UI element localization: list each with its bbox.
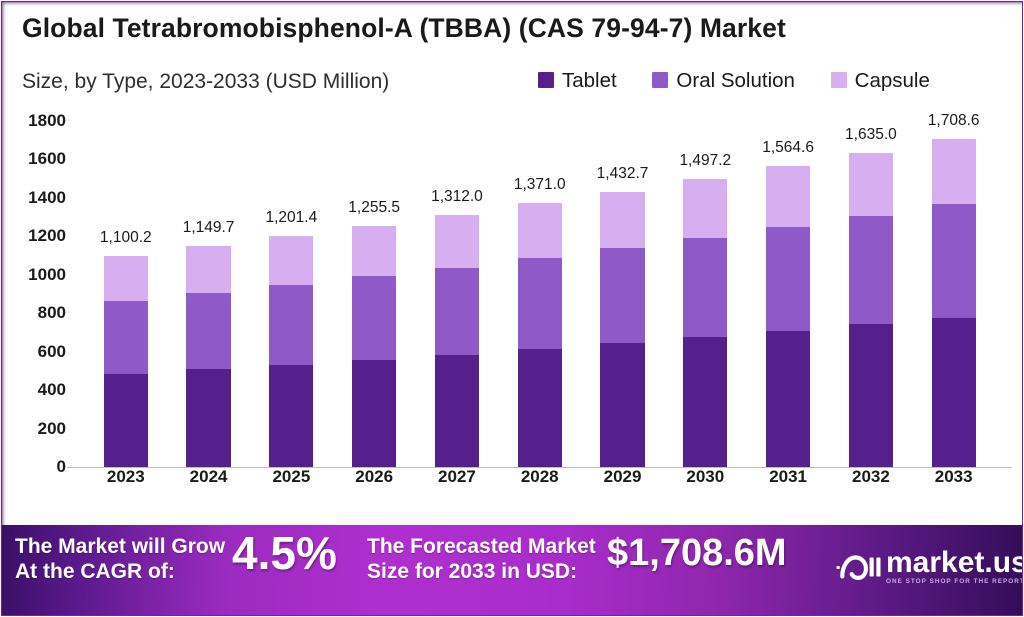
svg-text:market.us: market.us xyxy=(886,546,1023,579)
svg-text:ONE STOP SHOP FOR THE REPORTS: ONE STOP SHOP FOR THE REPORTS xyxy=(886,578,1023,585)
